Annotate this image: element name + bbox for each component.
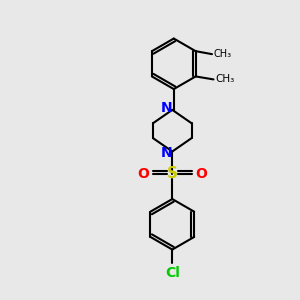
Text: Cl: Cl <box>165 266 180 280</box>
Text: CH₃: CH₃ <box>215 74 234 84</box>
Text: N: N <box>161 146 173 160</box>
Text: O: O <box>195 167 207 181</box>
Text: N: N <box>161 101 173 116</box>
Text: S: S <box>167 166 178 181</box>
Text: CH₃: CH₃ <box>214 49 232 59</box>
Text: O: O <box>137 167 149 181</box>
